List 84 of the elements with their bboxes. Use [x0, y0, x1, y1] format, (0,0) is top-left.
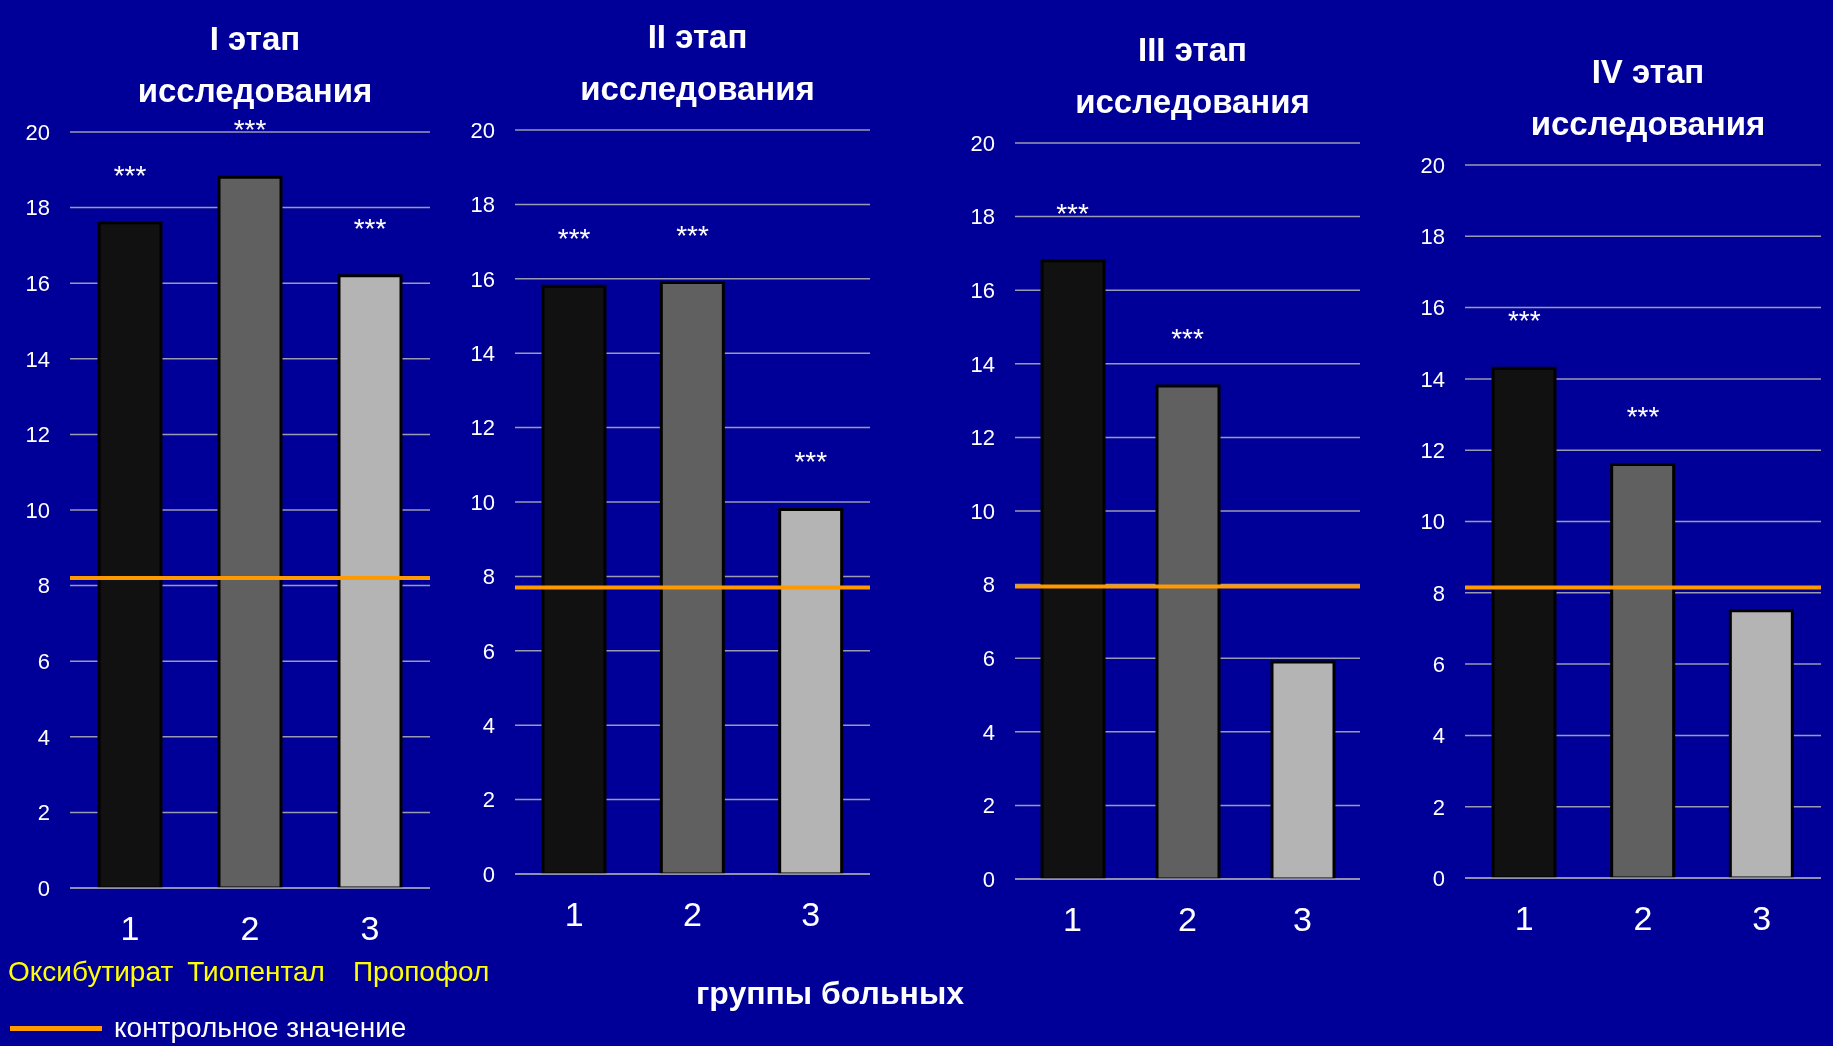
y-tick-label: 20	[470, 117, 495, 143]
x-tick-label: 1	[1514, 899, 1534, 938]
y-tick-label: 6	[482, 638, 495, 664]
y-tick-label: 6	[982, 646, 995, 672]
x-tick-label: 2	[240, 909, 260, 948]
annotation: ***	[557, 223, 591, 255]
y-tick-label: 14	[25, 346, 50, 372]
bar	[659, 281, 725, 874]
annotation: ***	[113, 159, 147, 191]
x-tick-label: 3	[1293, 900, 1312, 939]
bar	[1270, 660, 1336, 879]
x-tick-label: 2	[683, 895, 702, 934]
annotation: ***	[794, 446, 828, 478]
y-tick-label: 16	[25, 271, 50, 297]
annotation: ***	[1171, 322, 1204, 354]
y-tick-label: 4	[1432, 723, 1445, 749]
legend-label: контрольное значение	[113, 1012, 407, 1044]
y-tick-label: 14	[470, 341, 495, 367]
bar	[1155, 384, 1221, 879]
y-tick-label: 0	[982, 866, 995, 892]
y-tick-label: 20	[1420, 152, 1445, 178]
y-tick-label: 20	[25, 119, 50, 145]
x-axis-title: группы больных	[694, 975, 966, 1012]
y-tick-label: 6	[37, 649, 50, 675]
x-tick-label: 2	[1633, 899, 1653, 938]
y-tick-label: 4	[982, 719, 995, 745]
y-tick-label: 14	[1420, 366, 1445, 392]
annotation: ***	[1056, 197, 1089, 229]
y-tick-label: 10	[970, 498, 995, 524]
chart-title: I этап исследования	[137, 20, 373, 109]
x-tick-label: 2	[1178, 900, 1197, 939]
y-tick-label: 12	[1420, 438, 1445, 464]
annotation: ***	[1507, 305, 1541, 337]
y-tick-label: 12	[470, 415, 495, 441]
y-tick-label: 6	[1432, 651, 1445, 677]
x-tick-label: 1	[1063, 900, 1082, 939]
bar	[541, 284, 607, 874]
x-tick-label: 1	[564, 895, 584, 934]
chart-title: III этап исследования	[1074, 30, 1311, 122]
text: Пропофол	[352, 956, 490, 988]
bar	[1728, 609, 1794, 878]
y-tick-label: 14	[970, 351, 995, 377]
y-tick-label: 2	[37, 800, 50, 826]
bar	[1040, 259, 1106, 879]
y-tick-label: 8	[982, 572, 995, 598]
y-tick-label: 18	[1420, 224, 1445, 250]
y-tick-label: 4	[37, 724, 50, 750]
annotation: ***	[1626, 401, 1660, 433]
y-tick-label: 8	[1432, 580, 1445, 606]
y-tick-label: 0	[482, 861, 495, 887]
annotation: ***	[353, 212, 387, 244]
y-tick-label: 20	[970, 130, 995, 156]
y-tick-label: 16	[1420, 295, 1445, 321]
y-tick-label: 10	[1420, 509, 1445, 535]
y-tick-label: 2	[1432, 794, 1445, 820]
x-tick-label: 3	[360, 909, 380, 948]
bar	[778, 507, 844, 874]
chart-title: II этап исследования	[579, 17, 816, 109]
x-tick-label: 3	[1752, 899, 1772, 938]
annotation: ***	[233, 114, 267, 146]
text: Тиопентал	[187, 956, 325, 988]
y-tick-label: 8	[37, 573, 50, 599]
x-tick-label: 1	[120, 909, 140, 948]
y-tick-label: 2	[482, 787, 495, 813]
y-tick-label: 0	[1432, 865, 1445, 891]
x-tick-label: 3	[801, 895, 821, 934]
bar	[1610, 462, 1676, 878]
y-tick-label: 18	[25, 195, 50, 221]
y-tick-label: 0	[37, 875, 50, 901]
y-tick-label: 10	[470, 489, 495, 515]
y-tick-label: 18	[970, 204, 995, 230]
y-tick-label: 16	[470, 266, 495, 292]
annotation: ***	[676, 219, 709, 251]
y-tick-label: 18	[470, 192, 495, 218]
bar	[1491, 366, 1557, 878]
chart-title: IV этап исследования	[1529, 52, 1767, 144]
y-tick-label: 2	[982, 793, 995, 819]
text: Оксибутират	[8, 956, 174, 988]
y-tick-label: 8	[482, 564, 495, 590]
y-tick-label: 10	[25, 497, 50, 523]
y-tick-label: 4	[482, 713, 495, 739]
y-tick-label: 16	[970, 278, 995, 304]
y-tick-label: 12	[25, 422, 50, 448]
y-tick-label: 12	[970, 425, 995, 451]
